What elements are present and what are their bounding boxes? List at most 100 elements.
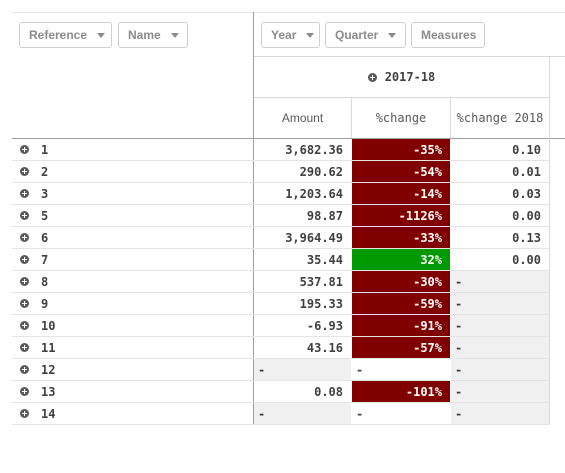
year-filter-label: Year bbox=[271, 28, 297, 42]
reference-value: 6 bbox=[41, 230, 49, 245]
row-divider bbox=[12, 380, 550, 381]
expand-plus-icon[interactable] bbox=[20, 299, 29, 308]
amount-cell: 43.16 bbox=[306, 340, 343, 355]
expand-plus-icon[interactable] bbox=[20, 409, 29, 418]
measure-row-divider bbox=[254, 97, 550, 98]
period-header[interactable]: 2017-18 bbox=[254, 57, 549, 97]
reference-value: 13 bbox=[41, 384, 56, 399]
change2018-cell: 0.10 bbox=[512, 142, 541, 157]
chevron-down-icon bbox=[306, 32, 315, 38]
expand-plus-icon[interactable] bbox=[20, 343, 29, 352]
right-col-divider bbox=[549, 56, 550, 424]
change-cell: -57% bbox=[352, 337, 450, 358]
reference-value: 14 bbox=[41, 406, 56, 421]
amount-cell: 195.33 bbox=[299, 296, 343, 311]
expand-plus-icon[interactable] bbox=[20, 321, 29, 330]
change2018-cell: 0.03 bbox=[512, 186, 541, 201]
reference-value: 8 bbox=[41, 274, 49, 289]
row-divider bbox=[12, 358, 550, 359]
reference-value: 1 bbox=[41, 142, 49, 157]
amount-cell: 290.62 bbox=[299, 164, 343, 179]
reference-cell[interactable]: 9 bbox=[12, 293, 253, 314]
measures-button[interactable]: Measures bbox=[411, 22, 485, 48]
row-divider bbox=[12, 160, 550, 161]
chevron-down-icon bbox=[170, 32, 179, 38]
change-header-label: %change bbox=[375, 111, 427, 125]
table-row: 6 3,964.49 -33% 0.13 bbox=[12, 227, 565, 249]
reference-cell[interactable]: 11 bbox=[12, 337, 253, 358]
amount-cell: 0.08 bbox=[314, 384, 343, 399]
chevron-down-icon bbox=[97, 32, 106, 38]
change-cell: - bbox=[356, 406, 364, 421]
change2018-cell: 0.01 bbox=[512, 164, 541, 179]
reference-value: 5 bbox=[41, 208, 49, 223]
reference-cell[interactable]: 3 bbox=[12, 183, 253, 204]
expand-plus-icon[interactable] bbox=[20, 365, 29, 374]
amount-cell: 98.87 bbox=[306, 208, 343, 223]
change2018-column-header[interactable]: %change 2018 bbox=[451, 98, 549, 138]
measures-label: Measures bbox=[421, 28, 477, 42]
year-filter-button[interactable]: Year bbox=[261, 22, 320, 48]
expand-plus-icon[interactable] bbox=[20, 255, 29, 264]
change-cell: -1126% bbox=[352, 205, 450, 226]
reference-value: 7 bbox=[41, 252, 49, 267]
quarter-filter-label: Quarter bbox=[335, 28, 379, 42]
reference-cell[interactable]: 12 bbox=[12, 359, 253, 380]
row-divider bbox=[12, 402, 550, 403]
row-divider bbox=[12, 226, 550, 227]
reference-cell[interactable]: 1 bbox=[12, 139, 253, 160]
expand-plus-icon[interactable] bbox=[20, 233, 29, 242]
change2018-cell: - bbox=[451, 315, 549, 336]
amount-cell: - bbox=[254, 403, 351, 424]
name-filter-button[interactable]: Name bbox=[118, 22, 188, 48]
amount-column-header[interactable]: Amount bbox=[254, 98, 351, 138]
change-cell: -33% bbox=[352, 227, 450, 248]
expand-plus-icon[interactable] bbox=[20, 189, 29, 198]
reference-cell[interactable]: 5 bbox=[12, 205, 253, 226]
table-row: 12- - - bbox=[12, 359, 565, 381]
change2018-cell: - bbox=[451, 337, 549, 358]
reference-cell[interactable]: 14 bbox=[12, 403, 253, 424]
reference-cell[interactable]: 2 bbox=[12, 161, 253, 182]
reference-filter-label: Reference bbox=[29, 28, 88, 42]
reference-value: 9 bbox=[41, 296, 49, 311]
expand-plus-icon[interactable] bbox=[20, 145, 29, 154]
reference-cell[interactable]: 7 bbox=[12, 249, 253, 270]
header-col-divider-1 bbox=[351, 98, 352, 138]
change2018-cell: - bbox=[451, 359, 549, 380]
amount-cell: 35.44 bbox=[306, 252, 343, 267]
reference-cell[interactable]: 8 bbox=[12, 271, 253, 292]
row-divider bbox=[12, 292, 550, 293]
reference-cell[interactable]: 6 bbox=[12, 227, 253, 248]
period-row-divider bbox=[254, 56, 565, 57]
change-cell: - bbox=[356, 362, 364, 377]
amount-cell: - bbox=[254, 359, 351, 380]
change-cell: -54% bbox=[352, 161, 450, 182]
expand-plus-icon[interactable] bbox=[20, 167, 29, 176]
amount-cell: 1,203.64 bbox=[285, 186, 343, 201]
change-column-header[interactable]: %change bbox=[352, 98, 450, 138]
reference-value: 10 bbox=[41, 318, 56, 333]
table-row: 8 537.81 -30% - bbox=[12, 271, 565, 293]
change-cell: -91% bbox=[352, 315, 450, 336]
expand-plus-icon[interactable] bbox=[20, 277, 29, 286]
table-row: 7 35.44 32% 0.00 bbox=[12, 249, 565, 271]
change2018-cell: 0.00 bbox=[512, 252, 541, 267]
table-row: 3 1,203.64 -14% 0.03 bbox=[12, 183, 565, 205]
expand-plus-icon[interactable] bbox=[367, 72, 377, 82]
reference-cell[interactable]: 10 bbox=[12, 315, 253, 336]
expand-plus-icon[interactable] bbox=[20, 211, 29, 220]
table-row: 11 43.16 -57% - bbox=[12, 337, 565, 359]
amount-header-label: Amount bbox=[281, 111, 324, 125]
top-border bbox=[12, 12, 565, 13]
quarter-filter-button[interactable]: Quarter bbox=[325, 22, 406, 48]
change2018-cell: 0.00 bbox=[512, 208, 541, 223]
name-filter-label: Name bbox=[128, 28, 161, 42]
reference-filter-button[interactable]: Reference bbox=[19, 22, 112, 48]
amount-cell: 3,964.49 bbox=[285, 230, 343, 245]
amount-cell: -6.93 bbox=[306, 318, 343, 333]
reference-cell[interactable]: 13 bbox=[12, 381, 253, 402]
expand-plus-icon[interactable] bbox=[20, 387, 29, 396]
change2018-cell: - bbox=[451, 293, 549, 314]
row-divider bbox=[12, 270, 550, 271]
